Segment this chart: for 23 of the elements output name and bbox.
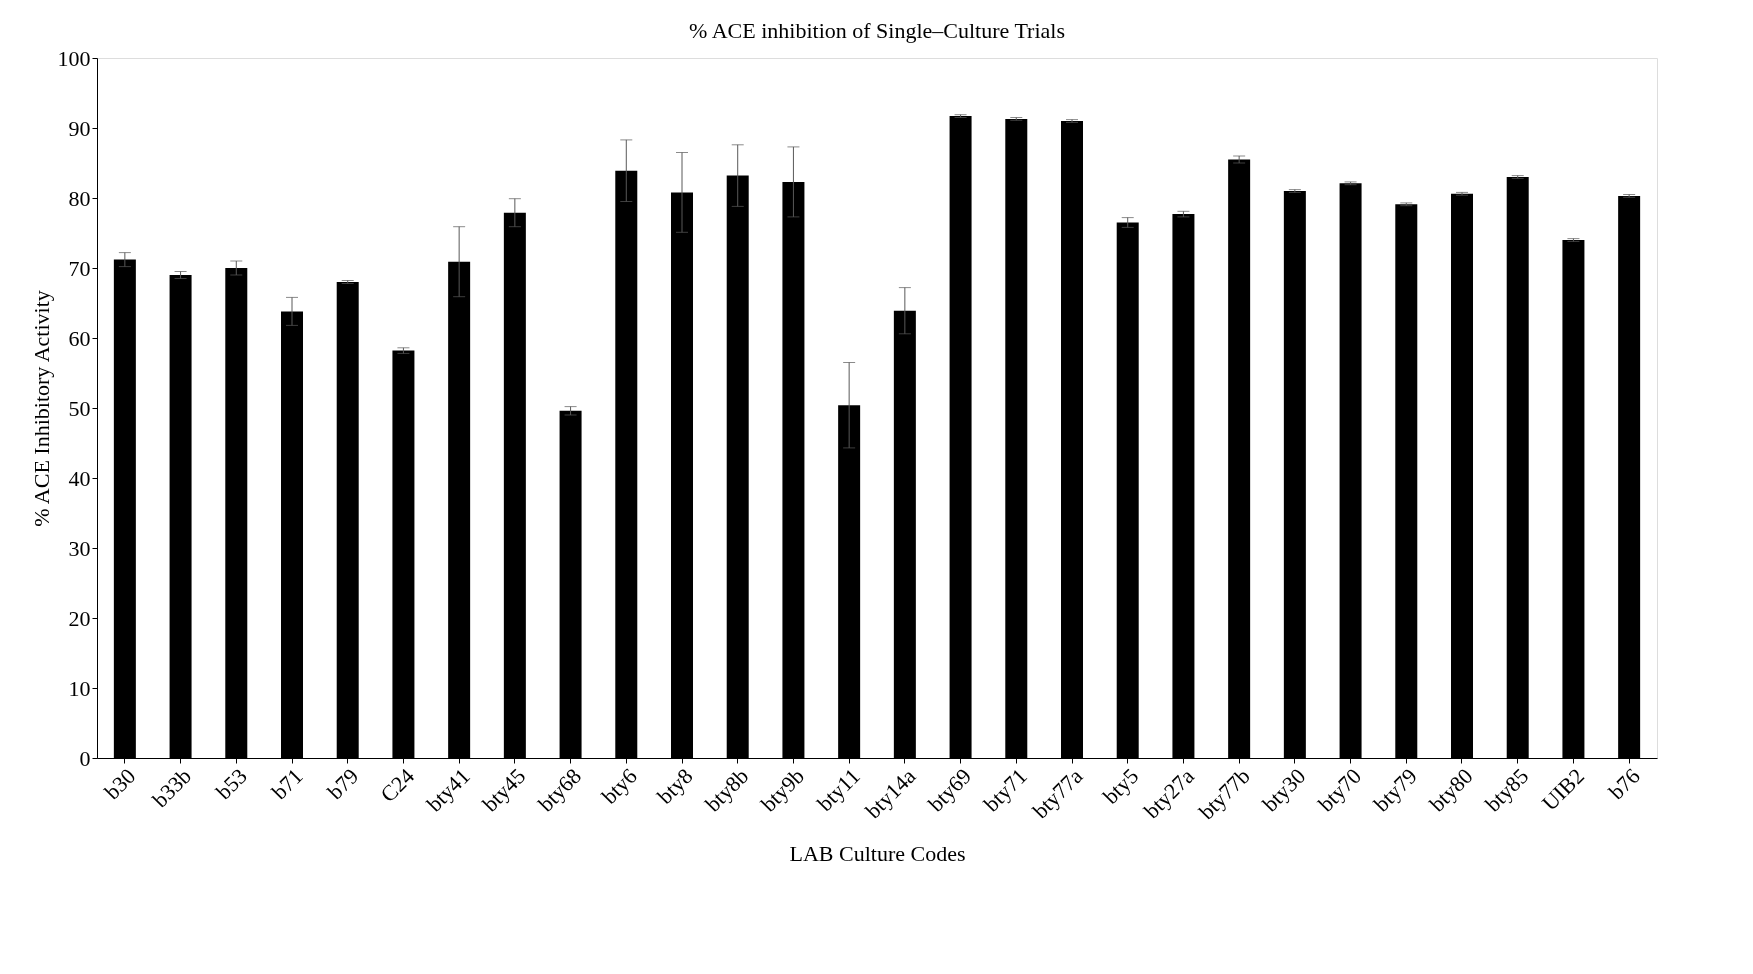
- y-tick-label: 60: [68, 325, 91, 351]
- y-tick-label: 50: [68, 395, 91, 421]
- y-tick-label: 20: [68, 605, 91, 631]
- x-tick-label: b79: [322, 763, 364, 805]
- x-tick-label: b30: [99, 763, 141, 805]
- y-axis-title: % ACE Inhibitory Activity: [28, 290, 54, 527]
- x-tick-label: b33b: [147, 763, 197, 813]
- x-tick-label: bty8: [652, 763, 698, 809]
- x-tick-label: bty6: [596, 763, 642, 809]
- y-tick-label: 0: [79, 745, 91, 771]
- x-tick-label: b53: [210, 763, 252, 805]
- y-tick-label: 80: [68, 185, 91, 211]
- y-tick-label: 10: [68, 675, 91, 701]
- x-axis-title: LAB Culture Codes: [789, 840, 966, 866]
- chart-title: % ACE inhibition of Single–Culture Trials: [689, 18, 1065, 43]
- y-tick-label: 90: [68, 115, 91, 141]
- y-tick-label: 70: [68, 255, 91, 281]
- y-tick-label: 100: [57, 45, 91, 71]
- y-tick-label: 30: [68, 535, 91, 561]
- x-tick-label: C24: [375, 763, 419, 807]
- x-tick-label: b76: [1603, 763, 1645, 805]
- x-tick-label: b71: [266, 763, 308, 805]
- y-tick-label: 40: [68, 465, 91, 491]
